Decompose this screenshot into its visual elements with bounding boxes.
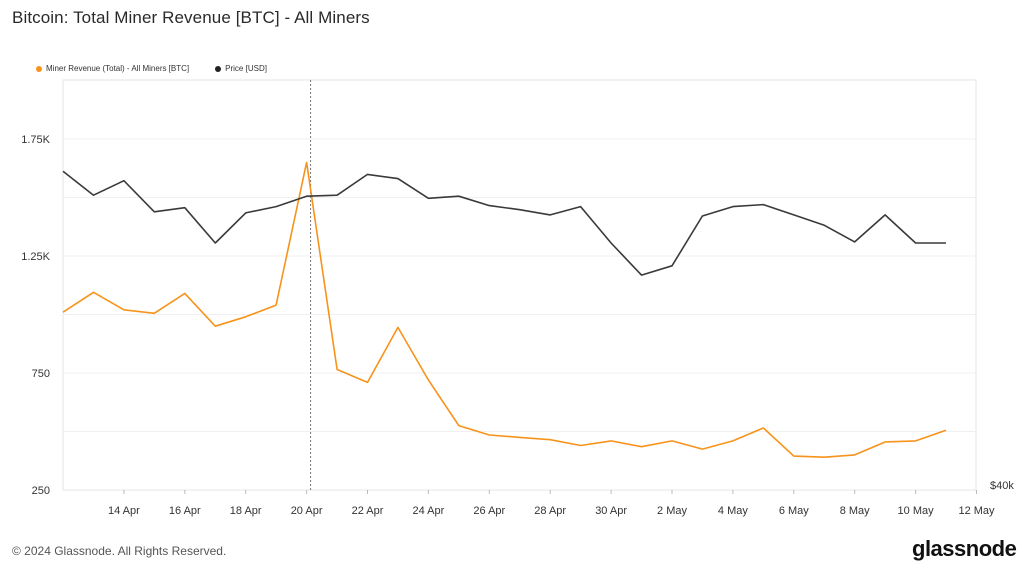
brand-logo: glassnode — [912, 536, 1017, 561]
x-tick-label: 26 Apr — [473, 505, 505, 517]
legend-item-miner-revenue[interactable]: Miner Revenue (Total) - All Miners [BTC] — [36, 64, 189, 73]
y-tick-label: 1.75K — [21, 134, 50, 146]
x-tick-label: 4 May — [718, 505, 748, 517]
plot-frame — [62, 79, 977, 491]
x-tick-label: 14 Apr — [108, 505, 140, 517]
y-tick-label: 1.25K — [21, 251, 50, 263]
y-tick-label: 250 — [32, 485, 50, 497]
price-line — [62, 170, 946, 276]
chart-title: Bitcoin: Total Miner Revenue [BTC] - All… — [12, 8, 370, 27]
miner-revenue-line — [62, 161, 947, 459]
x-tick-label: 6 May — [779, 505, 809, 517]
x-tick-label: 8 May — [840, 505, 870, 517]
legend-swatch-price — [215, 65, 222, 72]
x-tick-label: 22 Apr — [352, 505, 384, 517]
x-tick-label: 18 Apr — [230, 505, 262, 517]
x-tick-label: 24 Apr — [412, 505, 444, 517]
legend-label-price: Price [USD] — [225, 64, 267, 73]
x-tick-label: 16 Apr — [169, 505, 201, 517]
x-tick-label: 20 Apr — [291, 505, 323, 517]
x-tick-label: 12 May — [958, 505, 995, 517]
x-tick-label: 28 Apr — [534, 505, 566, 517]
copyright-text: © 2024 Glassnode. All Rights Reserved. — [12, 544, 227, 558]
y-tick-label: 750 — [32, 368, 50, 380]
legend-item-price[interactable]: Price [USD] — [215, 64, 267, 73]
x-tick-label: 30 Apr — [595, 505, 627, 517]
legend-label-miner-revenue: Miner Revenue (Total) - All Miners [BTC] — [46, 64, 190, 73]
x-tick-label: 2 May — [657, 505, 687, 517]
legend: Miner Revenue (Total) - All Miners [BTC]… — [36, 64, 267, 73]
x-tick-label: 10 May — [898, 505, 935, 517]
legend-swatch-miner-revenue — [36, 65, 42, 72]
y-right-tick-label: $40k — [990, 480, 1014, 492]
